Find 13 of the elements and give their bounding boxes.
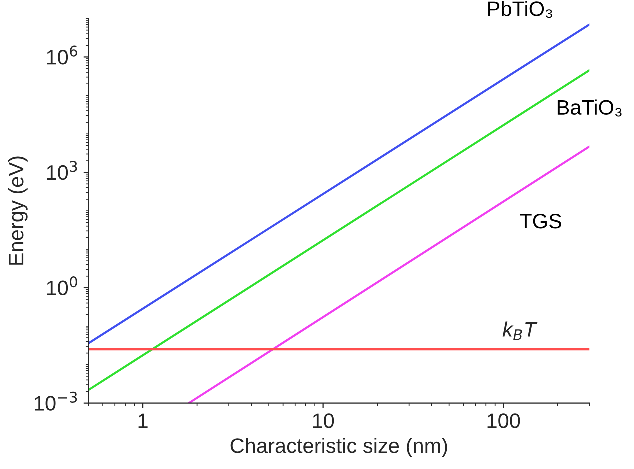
series-label: BaTiO₃ [558,100,622,117]
x-tick-label: 100 [488,414,520,428]
series-label: TGS [520,214,562,229]
y-axis-title: Energy (eV) [8,156,28,265]
y-tick-label: 10$^{−3}$ [35,392,78,411]
y-tick-label: 10$^{0}$ [47,276,78,296]
y-tick-label: 10$^{6}$ [47,46,78,65]
x-tick-label: 1 [138,414,148,428]
ref-line-label: k$_{B}$T [502,322,538,340]
y-tick-label: 10$^{3}$ [47,161,78,180]
series-label: PbTiO₃ [488,1,552,18]
x-tick-label: 10 [313,414,334,428]
x-axis-title: Characteristic size (nm) [230,438,448,458]
